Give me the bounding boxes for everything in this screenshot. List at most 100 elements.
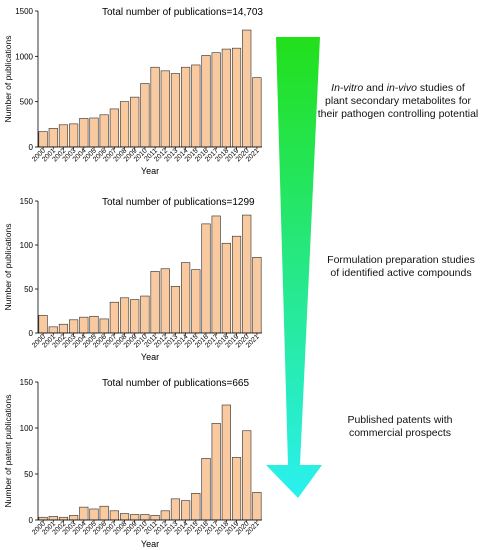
chart-patent-publications: 0501001502000200120022003200420052006200… (3, 378, 262, 549)
chart-title: Total number of publications=14,703 (102, 7, 263, 18)
bar-2007 (109, 510, 119, 521)
bar-2013 (170, 73, 181, 148)
bar-2006 (99, 505, 109, 521)
y-axis-title: Number of publications (3, 36, 13, 123)
annotation-line: of identified active compounds (330, 267, 472, 279)
bar-2017 (211, 423, 221, 521)
bar-2008 (119, 101, 130, 148)
bar-2001 (48, 326, 58, 334)
bar-2009 (130, 299, 140, 334)
bar-2003 (69, 319, 79, 334)
bar-2004 (79, 118, 89, 148)
bar-2011 (150, 271, 160, 334)
bar-2014 (181, 66, 191, 148)
y-tick-label: 100 (20, 424, 34, 433)
bar-2013 (170, 286, 181, 334)
annotation-text-and: and (363, 82, 387, 94)
chart-plant-metabolite-studies: 0500100015002000200120022003200420052006… (3, 7, 263, 176)
bar-2018 (221, 48, 231, 148)
bar-2012 (160, 70, 170, 148)
bar-2009 (130, 96, 140, 148)
bar-2008 (119, 513, 130, 521)
bar-2003 (69, 515, 79, 521)
annotation-plant-metabolite-studies: In-vitro and in-vivo studies of plant se… (312, 82, 484, 121)
bar-2002 (58, 516, 69, 521)
bar-2012 (160, 510, 170, 521)
annotation-line: Formulation preparation studies (327, 254, 475, 266)
y-tick-label: 50 (24, 285, 33, 294)
bar-2007 (109, 301, 119, 334)
bar-2006 (99, 114, 109, 148)
y-tick-label: 500 (20, 98, 34, 107)
chart-formulation-studies: 0501001502000200120022003200420052006200… (3, 197, 262, 362)
bar-2018 (221, 242, 231, 334)
annotation-formulation-studies: Formulation preparation studies of ident… (320, 254, 482, 280)
annotation-line: their pathogen controlling potential (317, 108, 479, 120)
bar-2000 (38, 315, 48, 334)
bar-2020 (242, 214, 252, 334)
bar-2015 (191, 493, 201, 521)
y-tick-label: 0 (29, 516, 34, 525)
bar-2017 (211, 52, 221, 148)
bar-2015 (191, 64, 201, 148)
bar-2019 (231, 47, 242, 148)
bar-2000 (38, 131, 48, 148)
bar-2012 (160, 268, 170, 334)
bar-2010 (140, 295, 150, 334)
bar-2005 (89, 117, 99, 148)
bar-2017 (211, 215, 221, 334)
bar-2004 (79, 316, 89, 334)
bar-2003 (69, 123, 79, 148)
bar-2018 (221, 404, 231, 521)
bar-2010 (140, 83, 150, 148)
bar-2007 (109, 108, 119, 148)
x-axis-title: Year (141, 352, 159, 362)
y-tick-label: 150 (20, 197, 34, 206)
bar-2016 (201, 223, 211, 334)
bar-2015 (191, 269, 201, 334)
bar-2014 (181, 262, 191, 334)
bar-2013 (170, 498, 181, 521)
bar-2001 (48, 516, 58, 521)
bar-2019 (231, 457, 242, 521)
bar-2008 (119, 297, 130, 334)
annotation-line: commercial prospects (348, 427, 452, 439)
bar-2011 (150, 66, 160, 148)
y-tick-label: 1500 (15, 7, 33, 16)
chart-title: Total number of publications=1299 (102, 197, 255, 208)
annotation-italic-in-vivo: in-vivo (386, 82, 417, 94)
bar-2019 (231, 235, 242, 334)
bar-2011 (150, 515, 160, 521)
bar-2001 (48, 128, 58, 148)
bar-2016 (201, 458, 211, 521)
bar-2014 (181, 500, 191, 521)
bar-2009 (130, 514, 140, 521)
bar-2020 (242, 430, 252, 521)
y-tick-label: 150 (20, 378, 34, 387)
bar-2021 (252, 492, 262, 521)
bar-2021 (252, 257, 262, 334)
bar-2010 (140, 514, 150, 521)
y-axis-title: Number of patent publications (3, 395, 13, 508)
y-tick-label: 50 (24, 470, 33, 479)
annotation-patents: Published patents with commercial prospe… (330, 414, 470, 440)
x-axis-title: Year (141, 166, 159, 176)
chart-title: Total number of publications=665 (102, 378, 249, 389)
bar-2016 (201, 55, 211, 148)
x-axis-title: Year (141, 539, 159, 549)
bar-2002 (58, 124, 69, 148)
annotation-text-studies-of: studies of (416, 82, 465, 94)
bar-2021 (252, 77, 262, 148)
annotation-line: plant secondary metabolites for (325, 95, 471, 107)
gradient-down-arrow (266, 37, 322, 498)
y-axis-title: Number of publications (3, 224, 13, 311)
bar-2005 (89, 508, 99, 521)
y-tick-label: 0 (29, 329, 34, 338)
annotation-italic-in-vitro: In-vitro (331, 82, 364, 94)
bar-2002 (58, 323, 69, 334)
y-tick-label: 100 (20, 241, 34, 250)
annotation-line: Published patents with (347, 414, 453, 426)
bar-2000 (38, 516, 48, 521)
bar-2020 (242, 29, 252, 148)
